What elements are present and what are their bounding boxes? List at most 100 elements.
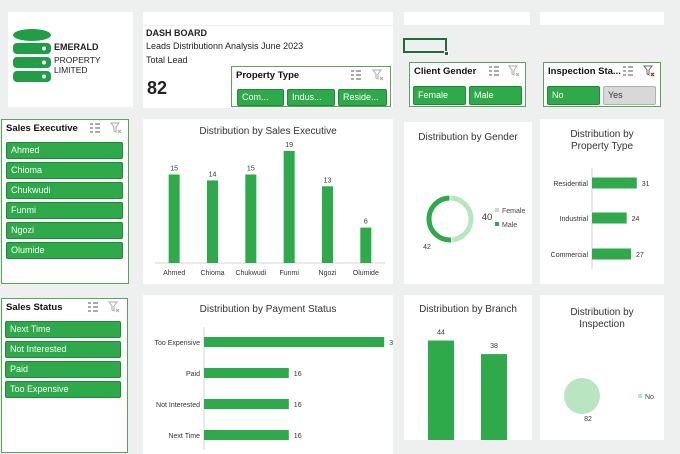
slicer-item-yes[interactable]: Yes [603, 86, 656, 105]
y-tick-label: Too Expensive [154, 340, 200, 347]
chart-card-gender: Distribution by Gender 40 Female 42 Male [404, 122, 532, 284]
property-type-chart: 31 Residential 24 Industrial 27 Commercial [551, 168, 650, 269]
bar [360, 227, 372, 263]
chart-card-sales-executive: Distribution by Sales Executive 15 Ahmed 1… [143, 119, 393, 284]
slicer-title: Inspection Sta... [548, 66, 621, 77]
clear-filter-icon[interactable] [508, 65, 520, 77]
y-tick-label: Industrial [560, 216, 589, 223]
slicer-item-ngozi[interactable]: Ngozi [6, 222, 123, 239]
data-label: 27 [636, 252, 644, 259]
data-label: 82 [584, 416, 592, 423]
pie-slice [425, 194, 453, 244]
x-tick-label: Ahmed [163, 270, 185, 277]
chart-title: Distribution by Sales Executive [199, 126, 337, 137]
bar [204, 368, 289, 378]
slicer-item-industrial[interactable]: Indus... [287, 89, 335, 106]
database-logo-icon [13, 29, 51, 82]
y-tick-label: Not Interested [156, 402, 200, 409]
data-label: 38 [490, 343, 498, 350]
pie-slice [449, 194, 475, 244]
bar [207, 180, 218, 263]
data-label: 13 [324, 177, 332, 184]
slicer-item-chioma[interactable]: Chioma [6, 162, 123, 179]
branch-chart: 44 38 [428, 330, 507, 440]
bar [428, 340, 454, 440]
slicer-item-funmi[interactable]: Funmi [6, 202, 123, 219]
legend-swatch [495, 222, 499, 226]
data-label: 19 [285, 142, 293, 149]
x-tick-label: Chukwudi [235, 270, 266, 277]
chart-title: Distribution by Payment Status [199, 304, 337, 315]
slicer-item-no[interactable]: No [547, 86, 600, 105]
header-top-strip [143, 12, 393, 25]
multi-select-icon[interactable] [89, 122, 101, 134]
legend-label: Male [502, 222, 517, 229]
y-tick-label: Residential [553, 181, 588, 188]
sales-executive-slicer: Sales Executive Ahmed Chioma Chukwudi Fu… [1, 119, 129, 284]
chart-title: Distribution by Property Type [570, 129, 634, 152]
slicer-item-paid[interactable]: Paid [5, 361, 121, 378]
bar [204, 399, 289, 409]
data-label: 14 [209, 171, 217, 178]
bar [168, 174, 180, 263]
data-label: 16 [294, 402, 302, 409]
bar [322, 186, 333, 263]
data-label: 6 [364, 219, 368, 226]
slicer-item-residential[interactable]: Reside... [338, 89, 387, 106]
logo-card: EMERALD PROPERTY LIMITED [8, 12, 133, 107]
data-label: 16 [294, 433, 302, 440]
chart-card-inspection: Distribution by Inspection 82 No [540, 295, 664, 440]
top-strip-right [540, 12, 664, 25]
legend-label: Female [502, 208, 525, 215]
multi-select-icon[interactable] [87, 301, 99, 313]
data-label: 15 [247, 166, 255, 173]
slicer-item-ahmed[interactable]: Ahmed [6, 142, 123, 159]
data-label: 16 [294, 371, 302, 378]
slicer-title: Sales Status [6, 302, 63, 313]
clear-filter-icon[interactable] [108, 301, 120, 313]
payment-status-chart: 34 Too Expensive 16 Paid 16 Not Interested 16 N… [154, 327, 393, 450]
data-label: 15 [170, 166, 178, 173]
sales-status-slicer: Sales Status Next Time Not Interested Pa… [1, 298, 128, 453]
sales-executive-chart: 15 Ahmed 14 Chioma 15 Chukwudi 19 Funmi 13 Ngozi 6… [155, 142, 385, 277]
legend-swatch [495, 208, 499, 212]
data-label: 31 [642, 181, 650, 188]
multi-select-icon[interactable] [622, 65, 634, 77]
slicer-item-next-time[interactable]: Next Time [5, 321, 121, 338]
slicer-title: Client Gender [414, 66, 477, 77]
slicer-item-too-expensive[interactable]: Too Expensive [5, 381, 121, 398]
slicer-title: Property Type [236, 70, 300, 81]
kpi-value: 82 [147, 78, 168, 98]
gender-donut-chart: 40 Female 42 Male [423, 194, 525, 251]
clear-filter-icon[interactable] [110, 122, 122, 134]
bar [481, 354, 507, 440]
brand-name: EMERALD [54, 42, 99, 52]
chart-title: Distribution by Inspection [570, 307, 634, 330]
slicer-item-chukwudi[interactable]: Chukwudi [6, 182, 123, 199]
slicer-title: Sales Executive [6, 123, 78, 134]
slicer-item-female[interactable]: Female [413, 86, 466, 105]
inspection-pie-chart: 82 No [564, 378, 654, 423]
data-label: 44 [437, 330, 445, 337]
chart-card-property-type: Distribution by Property Type 31 Resident… [540, 119, 664, 284]
bar [245, 174, 257, 263]
clear-filter-icon[interactable] [372, 69, 384, 81]
data-label: 34 [389, 340, 393, 347]
cell-fill-handle[interactable] [444, 51, 449, 56]
clear-filter-active-icon[interactable] [643, 65, 655, 77]
multi-select-icon[interactable] [488, 65, 500, 77]
property-type-slicer: Property Type Com... Indus... Reside... [231, 66, 391, 107]
slicer-item-not-interested[interactable]: Not Interested [5, 341, 121, 358]
y-tick-label: Next Time [168, 433, 200, 440]
slicer-item-commercial[interactable]: Com... [237, 89, 284, 106]
selected-cell[interactable] [403, 38, 447, 53]
legend-label: No [645, 394, 654, 401]
bar [204, 337, 385, 347]
data-label: 24 [632, 216, 640, 223]
y-tick-label: Paid [186, 371, 200, 378]
data-label: 40 [482, 212, 493, 223]
bar [283, 150, 295, 263]
slicer-item-olumide[interactable]: Olumide [6, 242, 123, 259]
multi-select-icon[interactable] [350, 69, 362, 81]
slicer-item-male[interactable]: Male [469, 86, 522, 105]
